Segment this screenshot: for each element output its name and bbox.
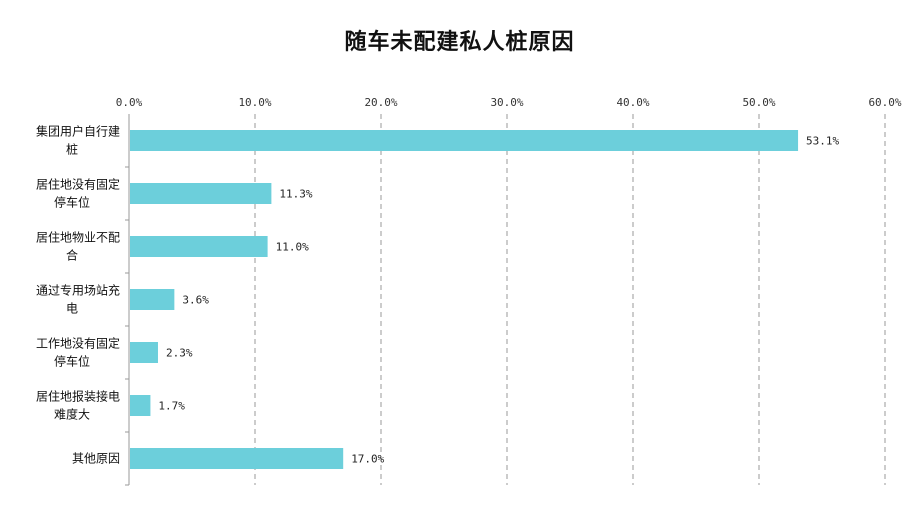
bar bbox=[130, 342, 158, 363]
x-tick-label: 40.0% bbox=[616, 96, 649, 109]
x-tick-label: 10.0% bbox=[238, 96, 271, 109]
data-label: 11.0% bbox=[276, 241, 309, 254]
data-label: 11.3% bbox=[279, 188, 312, 201]
x-tick-label: 20.0% bbox=[364, 96, 397, 109]
bars: 53.1% 11.3% 11.0% 3.6% 2.3% 1.7% 17.0% bbox=[130, 130, 840, 469]
bar bbox=[130, 183, 272, 204]
gridlines bbox=[125, 114, 886, 486]
data-label: 17.0% bbox=[351, 453, 384, 466]
category-label: 停车位 bbox=[54, 354, 90, 369]
category-labels: 集团用户自行建桩居住地没有固定停车位居住地物业不配合通过专用场站充电工作地没有固… bbox=[36, 124, 120, 466]
data-label: 53.1% bbox=[806, 135, 839, 148]
x-tick-label: 0.0% bbox=[116, 96, 143, 109]
category-label: 通过专用场站充 bbox=[36, 283, 120, 298]
x-tick-label: 30.0% bbox=[490, 96, 523, 109]
chart-title: 随车未配建私人桩原因 bbox=[344, 29, 575, 55]
category-label: 工作地没有固定 bbox=[36, 336, 120, 351]
category-label: 停车位 bbox=[54, 195, 90, 210]
x-tick-label: 60.0% bbox=[868, 96, 901, 109]
bar bbox=[130, 236, 268, 257]
bar bbox=[130, 448, 344, 469]
x-axis-ticks: 0.0% 10.0% 20.0% 30.0% 40.0% 50.0% 60.0% bbox=[116, 96, 902, 109]
category-label: 居住地物业不配 bbox=[36, 231, 120, 245]
category-label: 居住地报装接电 bbox=[36, 389, 120, 404]
x-tick-label: 50.0% bbox=[742, 96, 775, 109]
bar bbox=[130, 289, 175, 310]
category-label: 其他原因 bbox=[72, 452, 120, 466]
bar bbox=[130, 395, 151, 416]
category-label: 桩 bbox=[66, 142, 78, 157]
data-label: 1.7% bbox=[158, 400, 185, 413]
category-label: 集团用户自行建 bbox=[36, 124, 120, 139]
category-label: 居住地没有固定 bbox=[36, 177, 120, 192]
category-label: 难度大 bbox=[54, 407, 90, 422]
bar bbox=[130, 130, 799, 151]
data-label: 3.6% bbox=[182, 294, 209, 307]
category-label: 电 bbox=[66, 302, 78, 316]
category-label: 合 bbox=[66, 248, 78, 263]
data-label: 2.3% bbox=[166, 347, 193, 360]
